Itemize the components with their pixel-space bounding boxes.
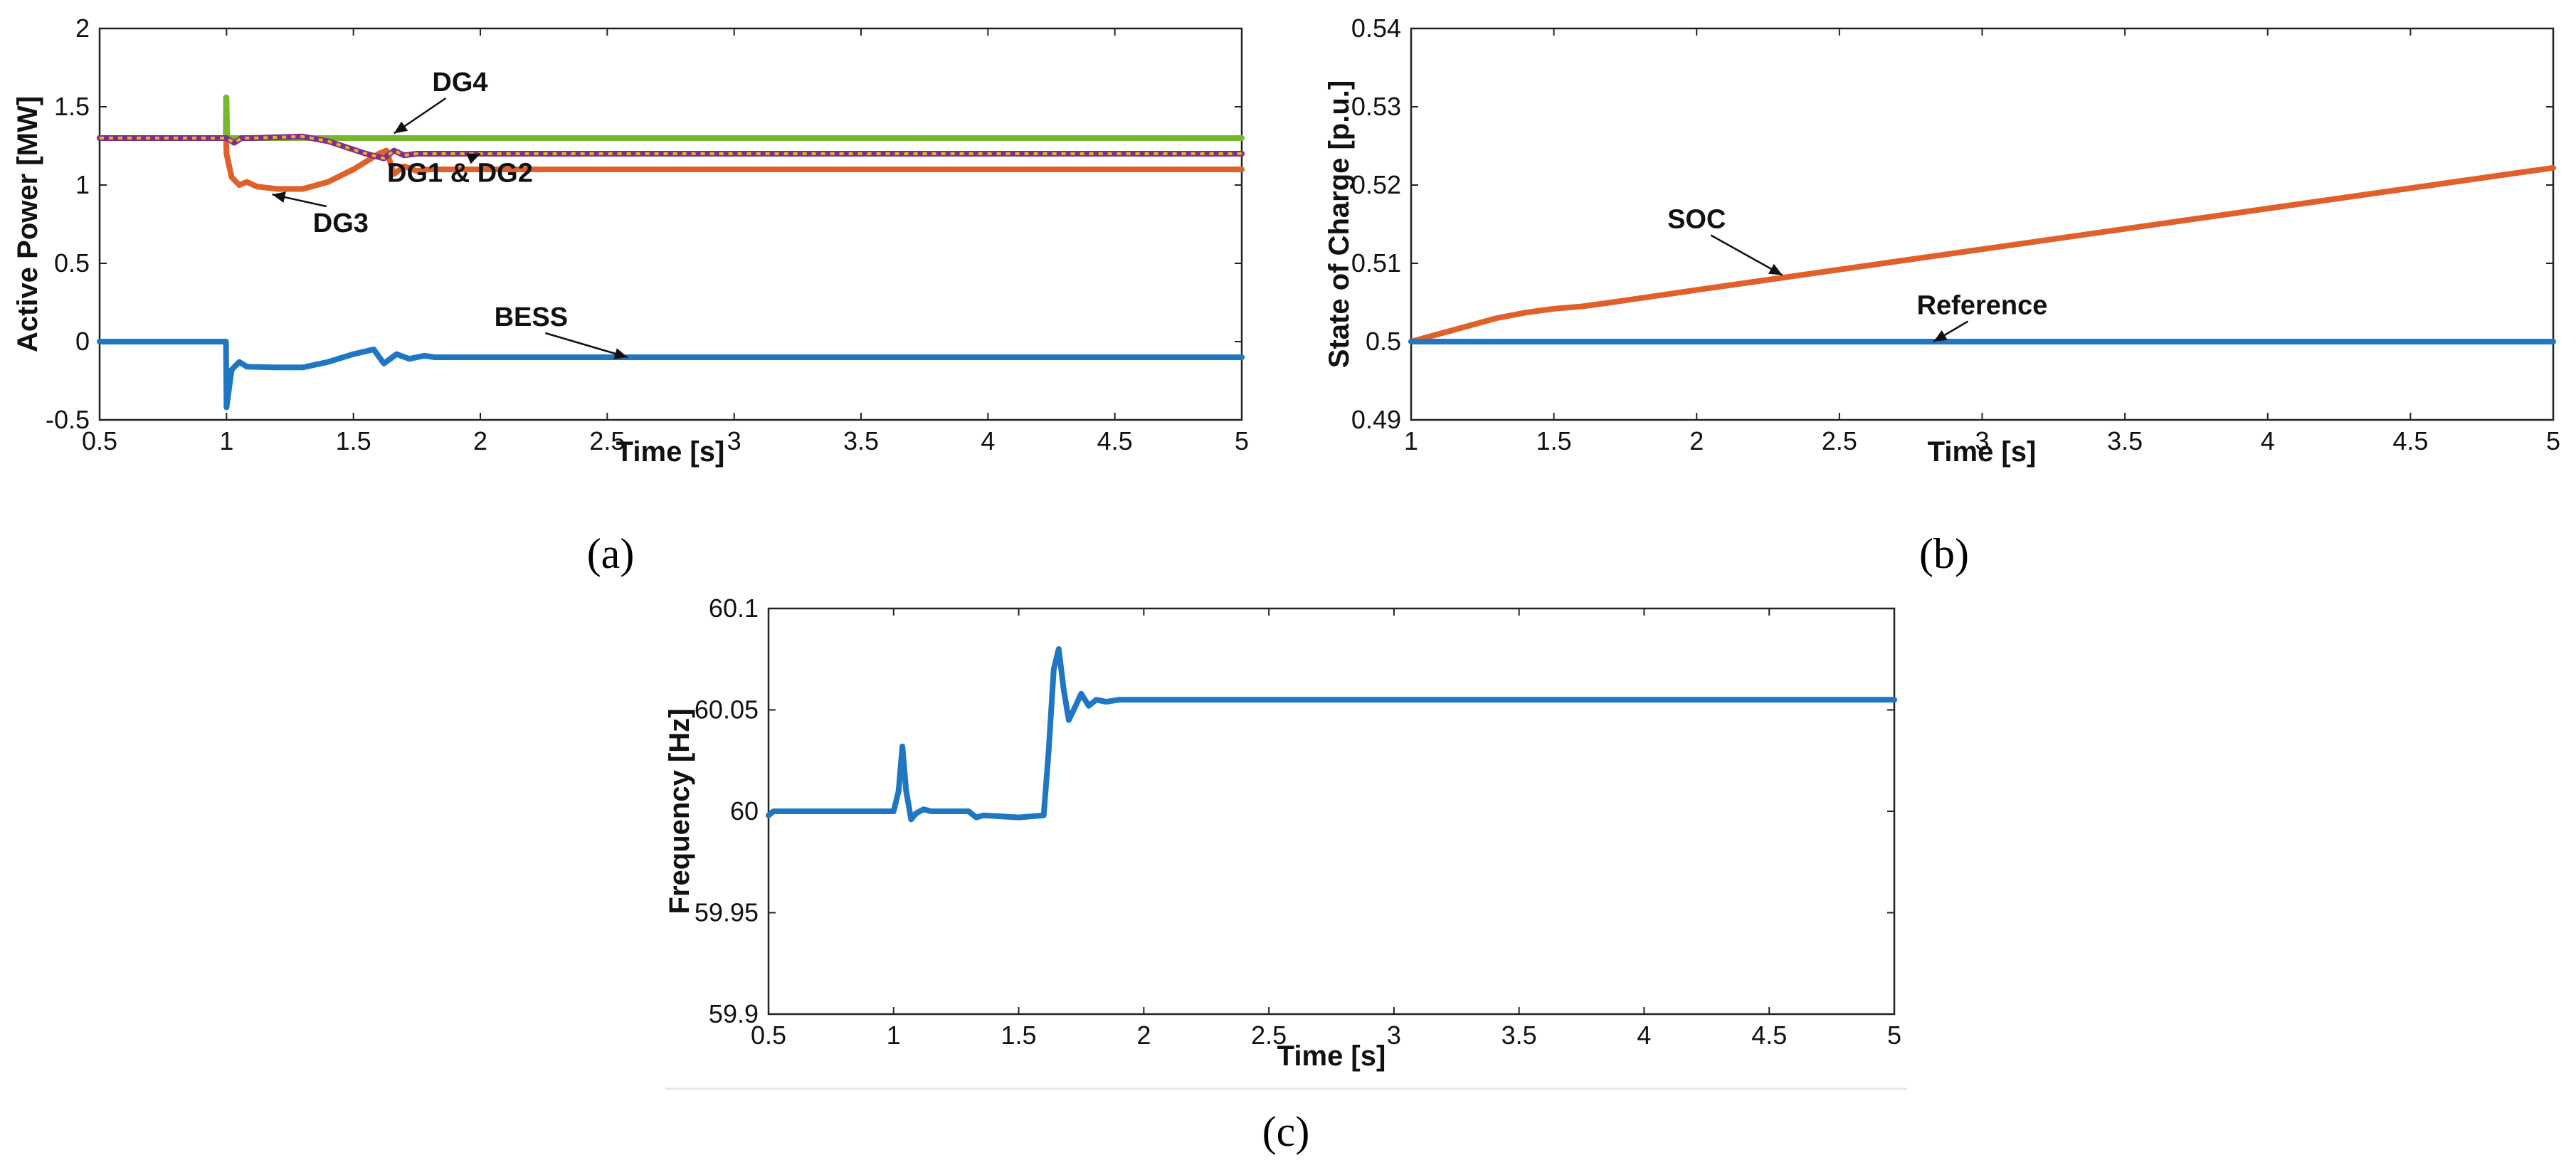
panel-b-xtick-label: 1.5 [1536,426,1572,455]
panel-a-ytick-label: 1.5 [54,92,90,121]
panel-a-annotation-label: DG4 [432,68,487,97]
panel-a-annotation-arrow [544,332,628,359]
panel-b-xtick-label: 4.5 [2392,426,2428,455]
panel-a-annotation-label: BESS [495,302,568,332]
panel-b-annotation-label: SOC [1667,205,1726,235]
panel-a-annotation-arrowhead [466,153,480,164]
panel-c-xtick-label: 3.5 [1501,1021,1537,1050]
panel-b-xtick-label: 5 [2546,426,2560,455]
panel-b-ylabel: State of Charge [p.u.] [1324,80,1355,368]
panel-a-ytick-label: 1 [75,170,90,199]
panel-c-ytick-label: 60.05 [695,695,759,724]
panel-a-ytick-label: -0.5 [46,405,90,434]
panel-c-xlabel: Time [s] [1277,1040,1386,1072]
panel-b-series-soc [1408,164,2556,344]
panel-b-annotation-label: Reference [1917,291,2048,321]
panel-a: 0.5 1 1.5 2 2.5 3 3.5 4 4.5 5 -0.5 0 0.5 1 1.5 2 DG4 DG… [12,14,1249,577]
panel-b-ytick-label: 0.52 [1351,170,1401,199]
panel-c-ytick-label: 60.1 [709,594,759,623]
panel-a-xlabel: Time [s] [616,436,725,468]
panel-c-ytick-label: 59.9 [709,999,759,1028]
panel-a-series-bess [97,339,1245,411]
panel-a-xtick-label: 4.5 [1097,426,1133,455]
panel-c-xtick-label: 1 [887,1021,901,1050]
panel-b-xtick-label: 2 [1689,426,1704,455]
panel-b-ytick-label: 0.49 [1351,405,1401,434]
panel-b: 1 1.5 2 2.5 3 3.5 4 4.5 5 0.49 0.5 0.51 0.52 0.53 0.5… [1324,14,2560,577]
panel-b-frame [1410,27,2555,421]
panel-b-xtick-label: 4 [2261,426,2275,455]
panel-b-caption: (b) [1919,530,1969,577]
panel-a-annotation-label: DG3 [313,209,369,238]
panel-b-xtick-label: 3.5 [2107,426,2143,455]
panel-a-ytick-label: 0.5 [54,248,90,278]
panel-c-xtick-label: 2 [1136,1021,1151,1050]
panel-c-xtick-label: 3 [1387,1021,1401,1050]
panel-a-xtick-label: 3.5 [843,426,879,455]
panel-a-xtick-label: 0.5 [82,426,117,455]
panel-a-ytick-label: 0 [75,327,90,356]
panel-a-frame [98,27,1243,421]
panel-b-xlabel: Time [s] [1928,436,2037,468]
panel-a-annotation-arrowhead [272,191,286,203]
panel-c-ylabel: Frequency [Hz] [664,709,695,914]
panel-b-xtick-label: 2.5 [1822,426,1857,455]
panel-b-xtick-label: 1 [1404,426,1418,455]
panel-b-xtick-label: 3 [1975,426,1989,455]
panel-a-xtick-label: 3 [727,426,741,455]
panel-c: 0.5 1 1.5 2 2.5 3 3.5 4 4.5 5 59.9 59.95 60 60.05 60.… [664,594,1907,1155]
panel-b-ytick-label: 0.5 [1366,327,1401,356]
panel-a-annotation-arrowhead [394,121,408,134]
panel-c-xtick-label: 2.5 [1251,1021,1287,1050]
panel-a-ytick-label: 2 [75,14,90,43]
panel-a-xtick-label: 5 [1235,426,1249,455]
panel-c-caption: (c) [1262,1108,1310,1155]
panel-b-ytick-label: 0.53 [1351,92,1401,121]
panel-c-xtick-label: 1.5 [1001,1021,1037,1050]
panel-b-annotation-arrowhead [1768,263,1783,275]
panel-a-caption: (a) [587,530,635,577]
panel-a-xtick-label: 2.5 [589,426,625,455]
panel-b-ytick-label: 0.54 [1351,14,1401,43]
panel-a-series-dg4 [97,94,1245,141]
panel-a-annotation-arrowhead [613,348,628,359]
panel-c-ytick-label: 59.95 [695,898,759,927]
panel-a-xtick-label: 4 [981,426,995,455]
panel-a-series-dg3 [97,135,1245,192]
panel-c-xtick-label: 5 [1887,1021,1901,1050]
panel-b-annotation-arrow [1710,234,1783,276]
panel-a-annotation-label: DG1 & DG2 [387,159,533,189]
panel-a-ylabel: Active Power [MW] [12,96,43,352]
panel-c-xtick-label: 4 [1637,1021,1651,1050]
panel-b-annotation-arrowhead [1933,330,1948,342]
panel-a-series-dg1-dg2 [97,133,1245,162]
panel-c-series-frequency [766,646,1897,823]
panel-b-ytick-label: 0.51 [1351,248,1401,278]
panel-c-ytick-label: 60 [730,796,759,826]
panel-a-xtick-label: 2 [473,426,487,455]
panel-c-xtick-label: 0.5 [751,1021,786,1050]
panel-a-xtick-label: 1.5 [336,426,371,455]
panel-c-xtick-label: 4.5 [1751,1021,1787,1050]
panel-a-xtick-label: 1 [219,426,233,455]
